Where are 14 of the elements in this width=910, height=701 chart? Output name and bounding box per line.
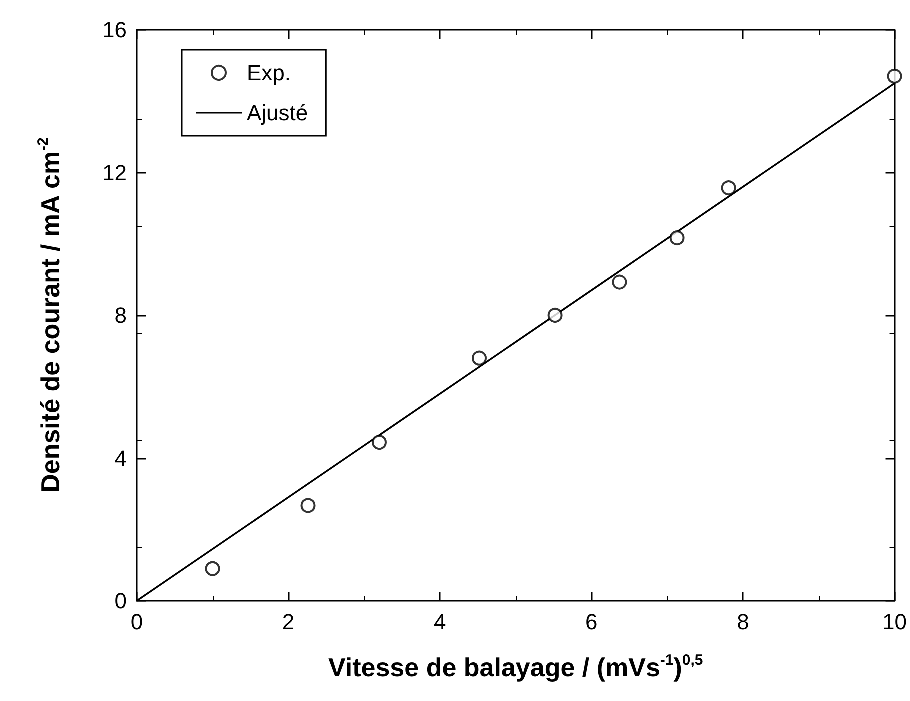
y-axis-title: Densité de courant / mA cm-2	[35, 138, 66, 493]
x-tick-label: 8	[737, 610, 750, 634]
legend-label: Exp.	[247, 60, 292, 86]
legend-label: Ajusté	[247, 100, 308, 126]
y-tick-label: 0	[114, 588, 127, 614]
y-tick-label: 8	[114, 303, 127, 328]
x-tick-label: 6	[586, 610, 598, 634]
x-tick-label: 4	[434, 610, 446, 634]
y-tick-label: 4	[114, 446, 127, 471]
y-tick-label: 12	[102, 160, 127, 186]
y-tick-label: 16	[102, 18, 127, 42]
x-tick-label: 2	[282, 610, 295, 634]
x-tick-label: 0	[130, 610, 144, 634]
x-tick-label: 10	[882, 610, 908, 634]
